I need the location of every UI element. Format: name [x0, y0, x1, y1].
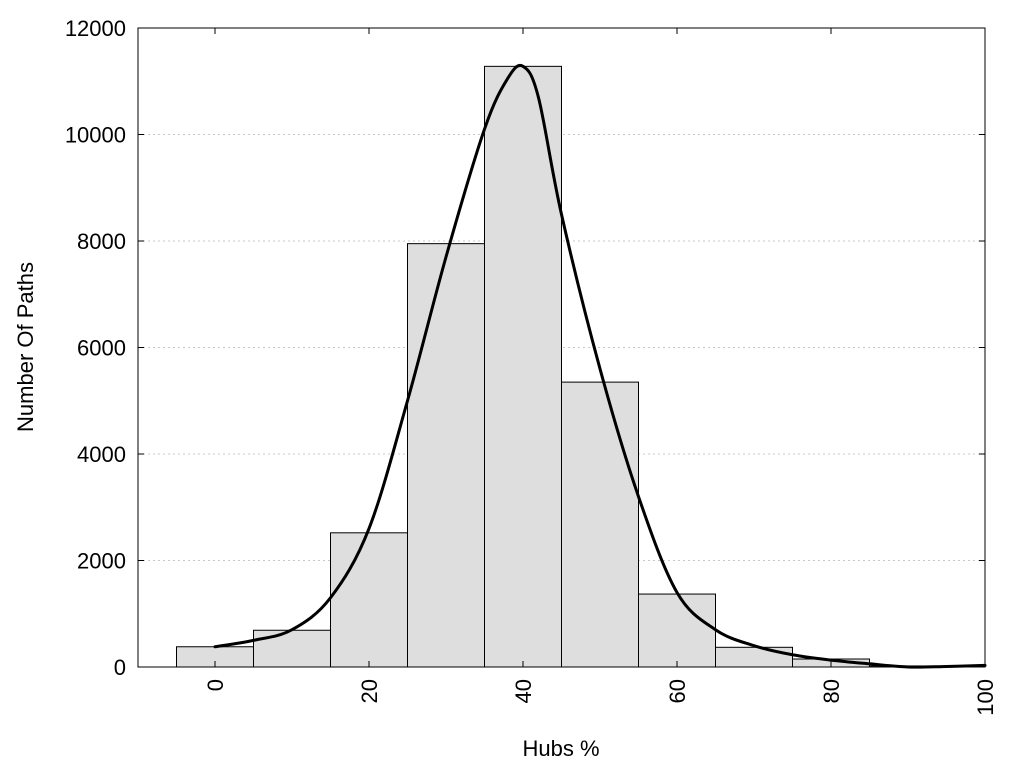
x-tick-label: 100	[973, 679, 998, 716]
y-tick-label: 10000	[65, 123, 126, 148]
x-axis-ticks: 0 20 40 60 80 100	[203, 28, 998, 716]
histogram-bar	[715, 646, 793, 668]
density-curve-line	[213, 63, 987, 669]
histogram-bar	[330, 532, 408, 668]
y-tick-label: 0	[114, 655, 126, 680]
y-tick-label: 8000	[77, 229, 126, 254]
grid-lines	[138, 134, 985, 561]
y-tick-label: 6000	[77, 336, 126, 361]
y-tick-label: 12000	[65, 16, 126, 41]
y-axis-label: Number Of Paths	[13, 262, 38, 432]
y-tick-label: 4000	[77, 442, 126, 467]
x-tick-label: 0	[203, 679, 228, 691]
x-axis-label: Hubs %	[522, 736, 599, 761]
x-tick-label: 20	[357, 679, 382, 703]
histogram-bar	[638, 593, 716, 668]
density-curve	[213, 63, 987, 669]
histogram-bar	[561, 381, 639, 668]
y-tick-label: 2000	[77, 549, 126, 574]
bars	[176, 65, 947, 668]
x-tick-label: 80	[819, 679, 844, 703]
histogram-bar	[253, 629, 331, 668]
histogram-bar	[407, 243, 485, 668]
x-tick-label: 40	[511, 679, 536, 703]
x-tick-label: 60	[665, 679, 690, 703]
y-axis-ticks: 0 2000 4000 6000 8000 10000 12000	[65, 16, 985, 680]
